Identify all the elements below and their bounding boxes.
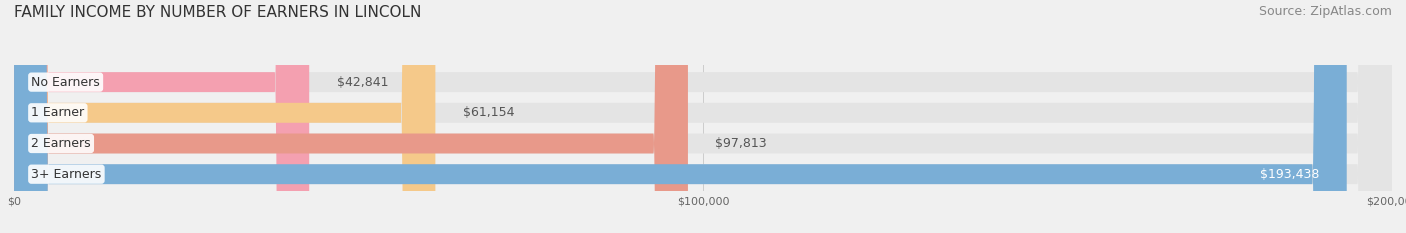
FancyBboxPatch shape bbox=[14, 0, 309, 233]
Text: $193,438: $193,438 bbox=[1260, 168, 1319, 181]
Text: FAMILY INCOME BY NUMBER OF EARNERS IN LINCOLN: FAMILY INCOME BY NUMBER OF EARNERS IN LI… bbox=[14, 5, 422, 20]
Text: 1 Earner: 1 Earner bbox=[31, 106, 84, 119]
Text: $97,813: $97,813 bbox=[716, 137, 768, 150]
Text: 2 Earners: 2 Earners bbox=[31, 137, 91, 150]
FancyBboxPatch shape bbox=[14, 0, 688, 233]
Text: $61,154: $61,154 bbox=[463, 106, 515, 119]
FancyBboxPatch shape bbox=[14, 0, 1392, 233]
FancyBboxPatch shape bbox=[14, 0, 1347, 233]
Text: $42,841: $42,841 bbox=[337, 76, 388, 89]
FancyBboxPatch shape bbox=[14, 0, 1392, 233]
Text: 3+ Earners: 3+ Earners bbox=[31, 168, 101, 181]
FancyBboxPatch shape bbox=[14, 0, 1392, 233]
FancyBboxPatch shape bbox=[14, 0, 1392, 233]
Text: Source: ZipAtlas.com: Source: ZipAtlas.com bbox=[1258, 5, 1392, 18]
Text: No Earners: No Earners bbox=[31, 76, 100, 89]
FancyBboxPatch shape bbox=[14, 0, 436, 233]
